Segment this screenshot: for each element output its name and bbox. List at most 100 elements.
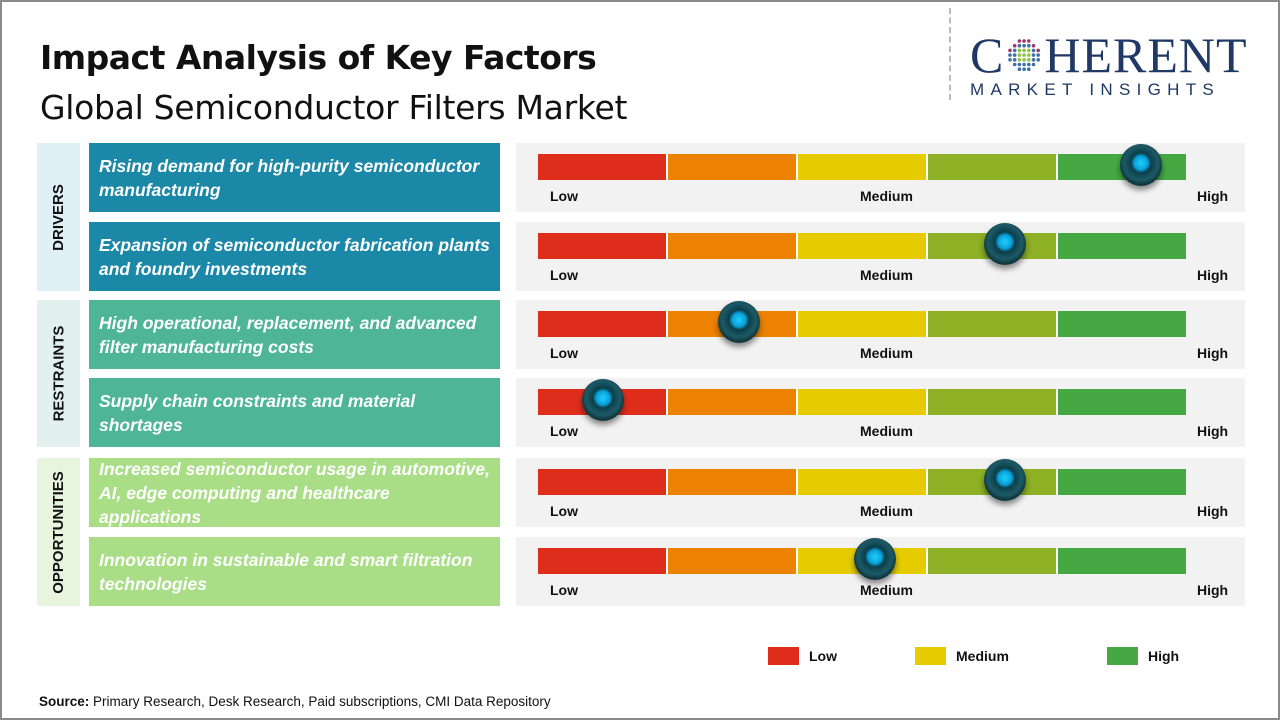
factor-label: Innovation in sustainable and smart filt… (89, 537, 500, 606)
globe-dot (1022, 43, 1027, 48)
globe-dot (1008, 53, 1013, 57)
category-opportunities: OPPORTUNITIES (37, 458, 80, 606)
impact-segment (798, 233, 928, 259)
factor-label: Expansion of semiconductor fabrication p… (89, 222, 500, 291)
scale-label-low: Low (550, 582, 578, 598)
legend-swatch (768, 647, 799, 665)
scale-label-medium: Medium (860, 423, 913, 439)
globe-dot (1017, 62, 1022, 67)
impact-segment (668, 389, 798, 415)
factor-label: Increased semiconductor usage in automot… (89, 458, 500, 527)
globe-dot (1022, 67, 1027, 71)
impact-segment (668, 233, 798, 259)
impact-indicator-knob (1119, 144, 1162, 186)
globe-dot (1027, 48, 1031, 53)
scale-label-low: Low (550, 345, 578, 361)
globe-dot (1036, 48, 1041, 53)
impact-segment (538, 469, 668, 495)
impact-meter: Low Medium High (516, 143, 1245, 212)
globe-dot (1022, 58, 1027, 62)
scale-label-low: Low (550, 423, 578, 439)
scale-label-medium: Medium (860, 582, 913, 598)
globe-dot (1027, 62, 1031, 67)
globe-dot (1027, 39, 1031, 43)
impact-meter: Low Medium High (516, 458, 1245, 527)
scale-label-high: High (1197, 267, 1229, 283)
impact-segment (798, 311, 928, 337)
scale-label-high: High (1197, 345, 1229, 361)
legend-low: Low (768, 647, 837, 665)
factor-label: Supply chain constraints and material sh… (89, 378, 500, 447)
scale-label-high: High (1197, 503, 1229, 519)
category-drivers: DRIVERS (37, 143, 80, 291)
impact-meter: Low Medium High (516, 378, 1245, 447)
globe-dot (1032, 62, 1036, 67)
scale-label-medium: Medium (860, 503, 913, 519)
scale-label-medium: Medium (860, 188, 913, 204)
scale-label-medium: Medium (860, 345, 913, 361)
category-restraints: RESTRAINTS (37, 300, 80, 447)
impact-indicator-knob (983, 459, 1026, 501)
globe-dot (1022, 48, 1027, 53)
impact-segment (928, 389, 1058, 415)
impact-indicator-knob (581, 379, 624, 421)
legend-label: Low (809, 648, 837, 664)
impact-segment (538, 233, 668, 259)
impact-bar (538, 233, 1186, 259)
logo-letter: C (970, 27, 1005, 83)
impact-segment (1058, 233, 1186, 259)
globe-icon (1008, 39, 1041, 71)
impact-bar (538, 469, 1186, 495)
globe-dot (1013, 48, 1017, 53)
impact-segment (928, 311, 1058, 337)
globe-dot (1008, 58, 1013, 62)
globe-dot (1013, 58, 1017, 62)
legend-label: High (1148, 648, 1180, 664)
scale-label-medium: Medium (860, 267, 913, 283)
impact-segment (668, 548, 798, 574)
impact-meter: Low Medium High (516, 300, 1245, 369)
impact-segment (538, 548, 668, 574)
impact-segment (538, 154, 668, 180)
globe-dot (1027, 58, 1031, 62)
impact-segment (1058, 548, 1186, 574)
impact-segment (668, 154, 798, 180)
scale-label-high: High (1197, 582, 1229, 598)
impact-segment (928, 548, 1058, 574)
page-title: Impact Analysis of Key Factors (40, 38, 597, 77)
globe-dot (1017, 53, 1022, 57)
impact-segment (798, 154, 928, 180)
globe-dot (1022, 39, 1027, 43)
logo: C HERENT MARKET INSIGHTS (970, 30, 1260, 100)
impact-indicator-knob (717, 301, 760, 343)
legend-label: Medium (956, 648, 1009, 664)
globe-dot (1022, 53, 1027, 57)
globe-dot (1036, 53, 1041, 57)
impact-segment (668, 469, 798, 495)
impact-bar (538, 154, 1186, 180)
globe-dot (1017, 58, 1022, 62)
factor-label: High operational, replacement, and advan… (89, 300, 500, 369)
globe-dot (1032, 53, 1036, 57)
legend-high: High (1107, 647, 1179, 665)
impact-segment (1058, 469, 1186, 495)
globe-dot (1032, 43, 1036, 48)
globe-dot (1017, 67, 1022, 71)
scale-label-high: High (1197, 423, 1229, 439)
globe-dot (1013, 43, 1017, 48)
globe-dot (1032, 58, 1036, 62)
globe-dot (1027, 67, 1031, 71)
impact-segment (1058, 389, 1186, 415)
globe-dot (1017, 43, 1022, 48)
globe-dot (1027, 53, 1031, 57)
impact-segment (538, 311, 668, 337)
legend-swatch (915, 647, 946, 665)
scale-label-low: Low (550, 267, 578, 283)
impact-meter: Low Medium High (516, 537, 1245, 606)
scale-label-low: Low (550, 503, 578, 519)
legend-medium: Medium (915, 647, 1009, 665)
globe-dot (1008, 48, 1013, 53)
scale-label-high: High (1197, 188, 1229, 204)
source-text: Primary Research, Desk Research, Paid su… (89, 694, 551, 709)
